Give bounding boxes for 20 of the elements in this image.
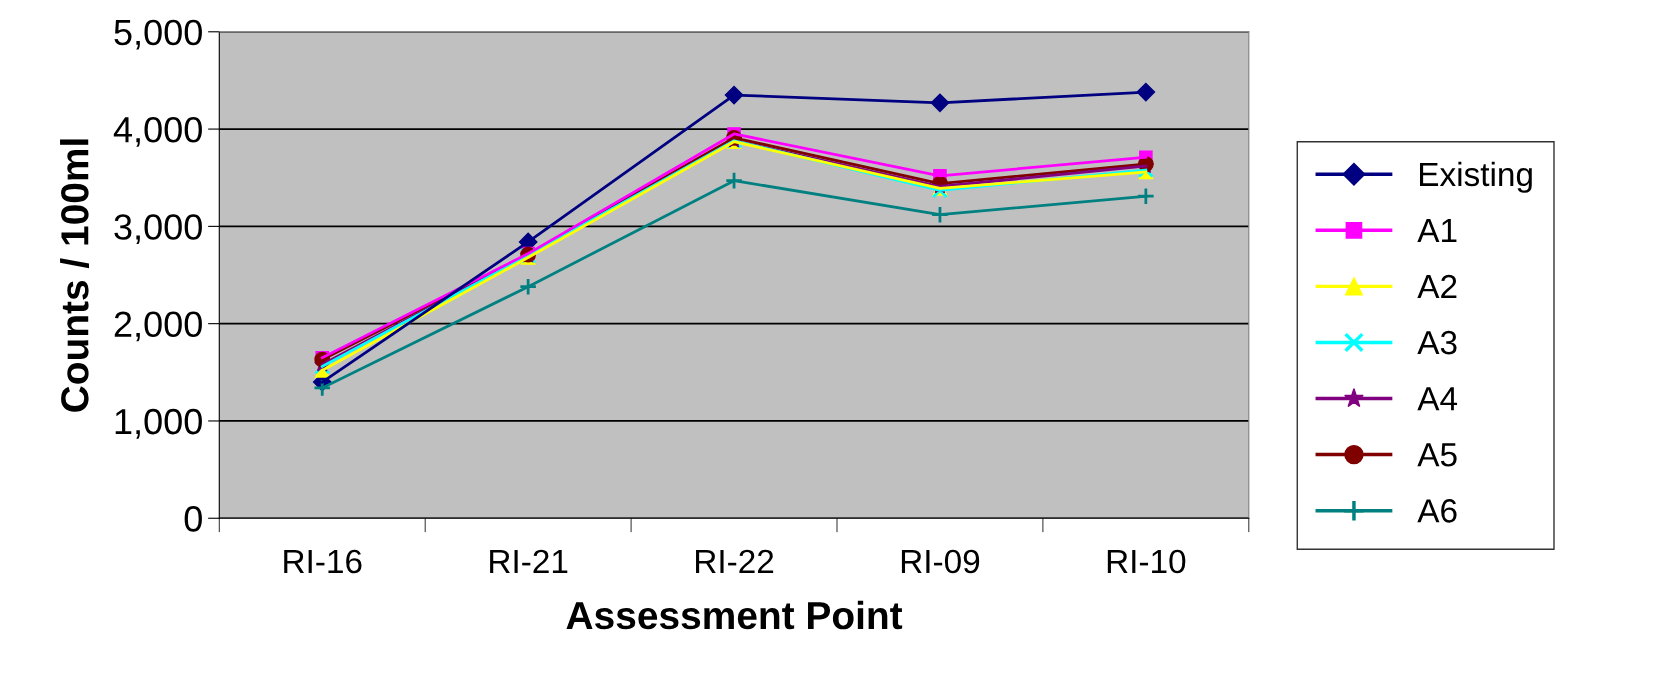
y-axis-title: Counts / 100ml [60,139,90,412]
legend-label: A1 [1417,219,1457,242]
x-tick-label: RI-21 [490,549,568,573]
y-tick-label: 3,000 [114,214,202,245]
y-tick-label: 2,000 [114,311,202,342]
y-tick-label: 5,000 [114,19,202,50]
x-tick-label: RI-16 [284,549,362,574]
x-tick-label: RI-09 [901,549,980,574]
legend-label: A5 [1417,443,1457,467]
legend-label: A2 [1417,274,1457,299]
x-tick-label: RI-22 [696,549,774,573]
legend-label: A3 [1417,330,1457,355]
x-tick-label: RI-10 [1107,549,1186,574]
y-tick-label: 0 [184,506,202,532]
legend-label: Existing [1420,161,1532,193]
legend-label: A4 [1417,387,1458,411]
y-tick-label: 1,000 [115,408,202,439]
y-tick-label: 4,000 [113,116,202,147]
legend-label: A6 [1417,499,1457,523]
x-axis-title: Assessment Point [566,600,903,630]
